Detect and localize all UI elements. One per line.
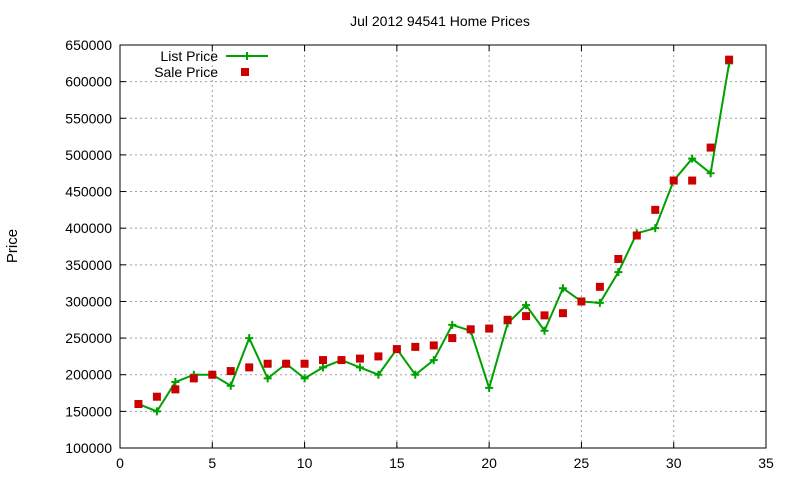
data-point (411, 370, 420, 379)
y-tick-label: 500000 (65, 147, 112, 163)
data-point (263, 374, 272, 383)
data-point (319, 363, 328, 372)
data-point (282, 359, 291, 368)
data-point (152, 392, 161, 401)
series (134, 55, 734, 416)
grid (120, 45, 766, 448)
data-point (226, 381, 235, 390)
x-tick-label: 0 (116, 455, 124, 471)
data-point (152, 407, 161, 416)
data-point (558, 284, 567, 293)
data-point (485, 324, 494, 333)
data-point (171, 378, 180, 387)
data-point (448, 334, 457, 343)
data-point (632, 231, 641, 240)
plot-frame (119, 44, 767, 449)
data-point (171, 385, 180, 394)
data-point (189, 374, 198, 383)
data-point (688, 154, 697, 163)
y-tick-label: 600000 (65, 74, 112, 90)
data-point (448, 320, 457, 329)
data-point (245, 334, 254, 343)
y-axis-ticks: 100000 150000 200000 250000 300000 350000 4000… (65, 37, 766, 456)
data-point (485, 383, 494, 392)
legend-swatch-marker (243, 52, 251, 60)
legend-label: List Price (160, 48, 218, 64)
legend-label: Sale Price (154, 64, 218, 80)
data-point (558, 309, 567, 318)
data-point (208, 370, 217, 379)
data-point (577, 297, 586, 306)
y-tick-label: 400000 (65, 220, 112, 236)
y-axis-title: Price (4, 229, 21, 263)
data-point (429, 356, 438, 365)
data-point (706, 169, 715, 178)
data-point (226, 367, 235, 376)
y-tick-label: 100000 (65, 440, 112, 456)
series-sale-price (134, 55, 734, 409)
data-point (540, 326, 549, 335)
y-tick-label: 650000 (65, 37, 112, 53)
data-point (669, 176, 678, 185)
x-tick-label: 10 (297, 455, 313, 471)
y-tick-label: 300000 (65, 293, 112, 309)
data-point (374, 352, 383, 361)
data-point (245, 363, 254, 372)
x-axis-ticks: 0 5 10 15 20 25 30 35 (116, 45, 774, 471)
x-tick-label: 25 (574, 455, 590, 471)
data-point (595, 298, 604, 307)
data-point (503, 315, 512, 324)
y-tick-label: 250000 (65, 330, 112, 346)
data-point (429, 341, 438, 350)
x-tick-label: 30 (666, 455, 682, 471)
data-point (614, 254, 623, 263)
data-point (614, 268, 623, 277)
chart-title: Jul 2012 94541 Home Prices (350, 13, 530, 29)
data-point (337, 356, 346, 365)
data-point (355, 363, 364, 372)
x-tick-label: 5 (208, 455, 216, 471)
data-point (300, 374, 309, 383)
data-point (540, 311, 549, 320)
data-point (355, 354, 364, 363)
data-point (466, 325, 475, 334)
data-point (688, 176, 697, 185)
y-tick-label: 550000 (65, 110, 112, 126)
data-point (522, 312, 531, 321)
series-list-price (134, 59, 734, 416)
data-point (392, 345, 401, 354)
x-tick-label: 35 (758, 455, 774, 471)
data-point (651, 224, 660, 233)
data-point (411, 342, 420, 351)
legend-swatch-marker (241, 68, 249, 76)
y-tick-label: 350000 (65, 257, 112, 273)
y-tick-label: 200000 (65, 367, 112, 383)
data-point (725, 55, 734, 64)
y-tick-label: 150000 (65, 403, 112, 419)
data-point (374, 370, 383, 379)
data-point (263, 359, 272, 368)
data-point (300, 359, 309, 368)
data-point (651, 205, 660, 214)
data-point (134, 400, 143, 409)
x-tick-label: 20 (481, 455, 497, 471)
data-point (706, 143, 715, 152)
data-point (595, 282, 604, 291)
x-tick-label: 15 (389, 455, 405, 471)
data-point (319, 356, 328, 365)
data-point (522, 301, 531, 310)
y-tick-label: 450000 (65, 184, 112, 200)
